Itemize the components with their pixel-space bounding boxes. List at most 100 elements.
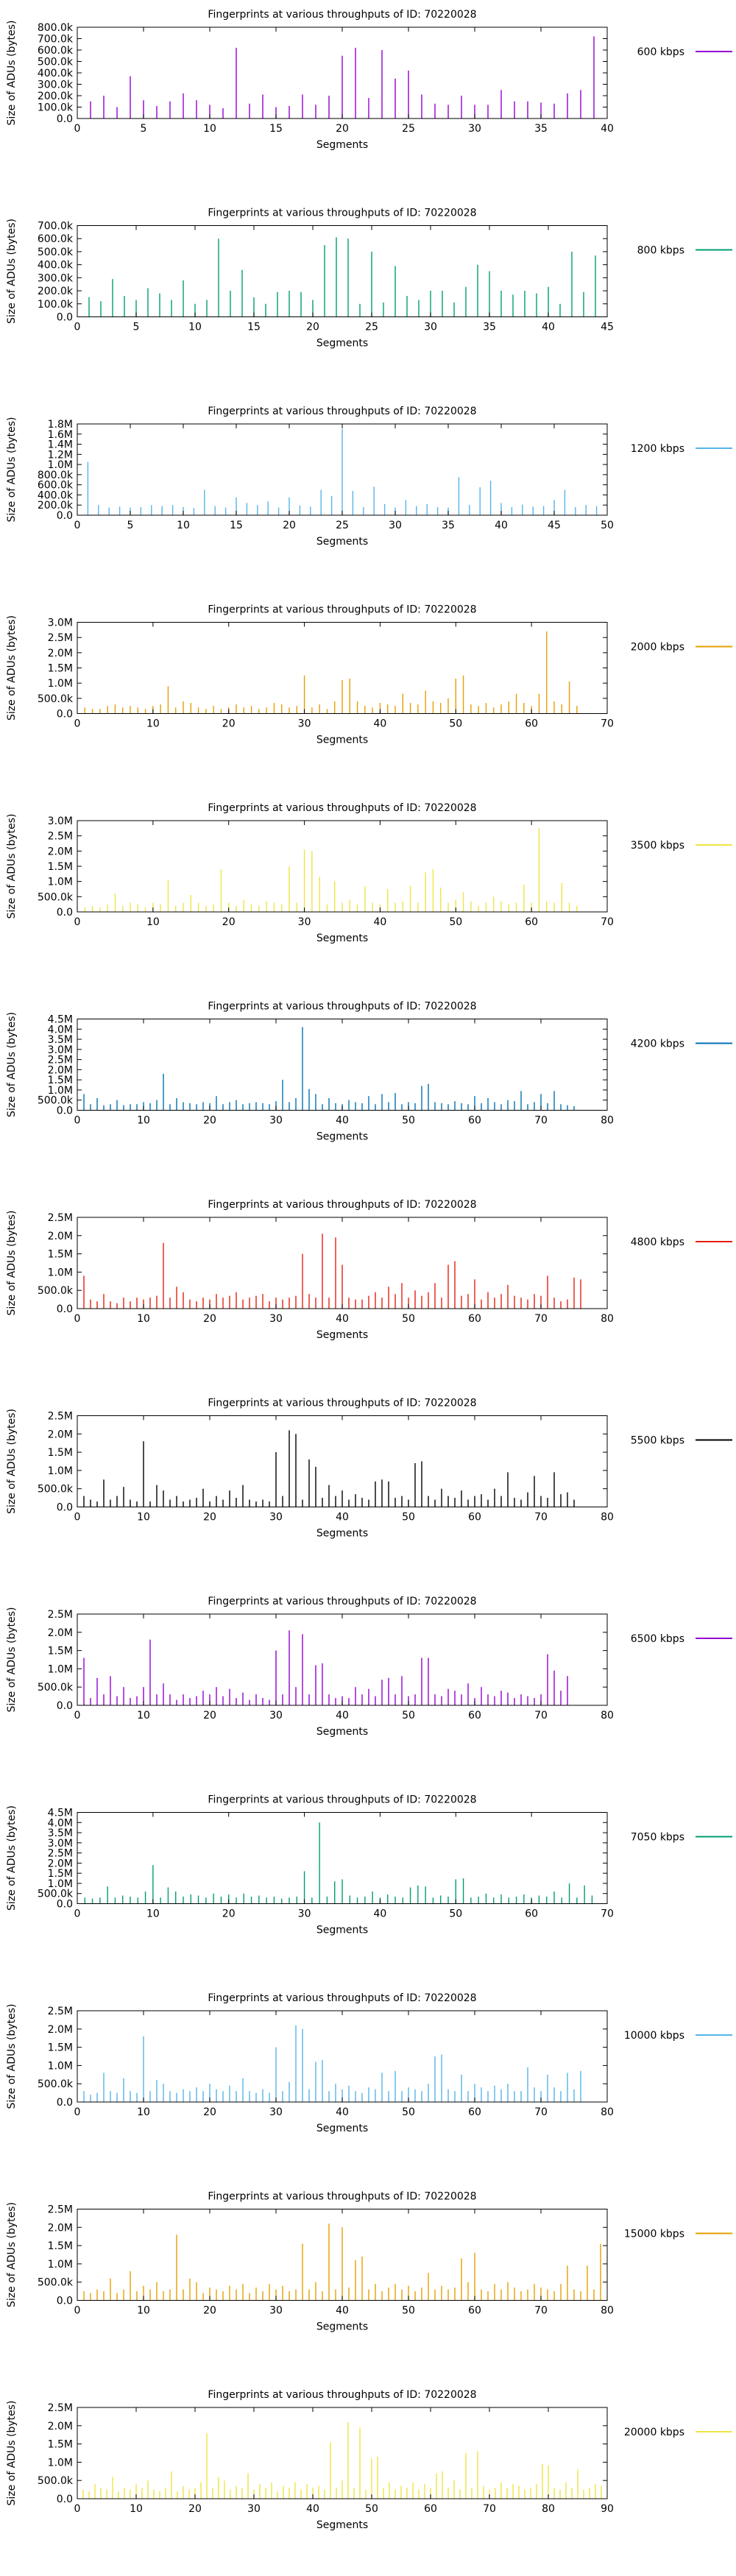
- y-tick-label: 1.0M: [48, 877, 73, 888]
- y-tick-label: 2.5M: [48, 1055, 73, 1066]
- chart-panel: Fingerprints at various throughputs of I…: [6, 1992, 732, 2134]
- x-tick-label: 20: [203, 2106, 216, 2118]
- y-tick-label: 500.0k: [38, 693, 74, 705]
- y-tick-label: 4.5M: [48, 1014, 73, 1026]
- x-tick-label: 60: [468, 2106, 481, 2118]
- y-tick-label: 2.5M: [48, 1411, 73, 1423]
- plot-frame: [77, 2407, 608, 2499]
- y-axis-label: Size of ADUs (bytes): [6, 615, 18, 721]
- y-tick-label: 2.5M: [48, 1848, 73, 1860]
- x-axis-label: Segments: [316, 1528, 368, 1540]
- x-tick-label: 30: [298, 916, 311, 928]
- x-axis-label: Segments: [316, 735, 368, 746]
- y-tick-label: 0.0: [57, 1899, 73, 1911]
- x-tick-label: 50: [402, 2305, 415, 2317]
- x-axis-label: Segments: [316, 1726, 368, 1738]
- x-tick-label: 0: [74, 2106, 81, 2118]
- chart-title: Fingerprints at various throughputs of I…: [208, 1794, 476, 1806]
- x-axis-label: Segments: [316, 139, 368, 151]
- y-tick-label: 1.0M: [48, 1085, 73, 1097]
- y-tick-label: 1.5M: [48, 2240, 73, 2252]
- y-tick-label: 500.0k: [38, 247, 74, 258]
- y-tick-label: 3.0M: [48, 815, 73, 827]
- y-tick-label: 500.0k: [38, 1285, 74, 1297]
- chart-panel: Fingerprints at various throughputs of I…: [6, 802, 732, 944]
- chart-title: Fingerprints at various throughputs of I…: [208, 406, 476, 417]
- x-tick-label: 10: [137, 1313, 150, 1325]
- x-tick-label: 10: [203, 123, 216, 135]
- y-tick-label: 100.0k: [38, 102, 74, 114]
- y-tick-label: 2.0M: [48, 1627, 73, 1639]
- x-tick-label: 40: [374, 1908, 387, 1920]
- y-tick-label: 3.5M: [48, 1827, 73, 1839]
- y-tick-label: 1.5M: [48, 1646, 73, 1657]
- x-tick-label: 0: [74, 1512, 81, 1524]
- y-tick-label: 1.0M: [48, 678, 73, 690]
- x-axis-label: Segments: [316, 2519, 368, 2531]
- x-tick-label: 70: [534, 2106, 548, 2118]
- y-axis-label: Size of ADUs (bytes): [6, 2401, 18, 2506]
- x-tick-label: 50: [402, 1512, 415, 1524]
- chart-title: Fingerprints at various throughputs of I…: [208, 1398, 476, 1409]
- y-tick-label: 0.0: [57, 1105, 73, 1117]
- y-tick-label: 400.0k: [38, 489, 74, 501]
- y-tick-label: 2.5M: [48, 2204, 73, 2216]
- x-tick-label: 20: [306, 322, 319, 333]
- y-tick-label: 300.0k: [38, 79, 74, 91]
- x-tick-label: 60: [424, 2503, 437, 2515]
- x-tick-label: 70: [534, 1115, 548, 1127]
- x-tick-label: 0: [74, 2503, 81, 2515]
- y-tick-label: 800.0k: [38, 22, 74, 34]
- y-tick-label: 700.0k: [38, 34, 74, 46]
- x-tick-label: 30: [269, 1115, 283, 1127]
- x-tick-label: 60: [468, 1313, 481, 1325]
- x-tick-label: 60: [525, 916, 538, 928]
- x-tick-label: 40: [336, 1115, 349, 1127]
- x-tick-label: 20: [283, 520, 296, 531]
- plot-frame: [77, 1812, 608, 1904]
- x-tick-label: 10: [137, 2106, 150, 2118]
- x-tick-label: 50: [402, 2106, 415, 2118]
- x-tick-label: 30: [269, 2106, 283, 2118]
- plot-frame: [77, 1613, 608, 1706]
- x-tick-label: 0: [74, 1908, 81, 1920]
- y-tick-label: 3.0M: [48, 1044, 73, 1056]
- y-tick-label: 0.0: [57, 113, 73, 125]
- x-tick-label: 60: [468, 2305, 481, 2317]
- x-tick-label: 40: [336, 1512, 349, 1524]
- y-tick-label: 0.0: [57, 1700, 73, 1712]
- x-axis-label: Segments: [316, 2321, 368, 2333]
- x-tick-label: 20: [203, 1115, 216, 1127]
- x-tick-label: 0: [74, 1115, 81, 1127]
- x-axis-label: Segments: [316, 2123, 368, 2134]
- x-tick-label: 40: [306, 2503, 319, 2515]
- y-tick-label: 1.8M: [48, 419, 73, 431]
- x-tick-label: 40: [336, 1710, 349, 1722]
- y-tick-label: 4.0M: [48, 1817, 73, 1829]
- x-tick-label: 40: [374, 916, 387, 928]
- x-tick-label: 10: [137, 1512, 150, 1524]
- legend-label: 1200 kbps: [631, 443, 684, 455]
- legend-label: 7050 kbps: [631, 1832, 684, 1844]
- x-tick-label: 40: [542, 322, 555, 333]
- x-tick-label: 10: [188, 322, 202, 333]
- x-axis-label: Segments: [316, 1131, 368, 1143]
- x-tick-label: 50: [402, 1710, 415, 1722]
- x-tick-label: 0: [74, 2305, 81, 2317]
- x-tick-label: 70: [534, 1313, 548, 1325]
- y-tick-label: 200.0k: [38, 500, 74, 512]
- y-tick-label: 3.0M: [48, 1838, 73, 1850]
- x-tick-label: 40: [336, 2305, 349, 2317]
- x-tick-label: 60: [468, 1710, 481, 1722]
- y-tick-label: 0.0: [57, 2296, 73, 2307]
- x-axis-label: Segments: [316, 1925, 368, 1936]
- y-tick-label: 100.0k: [38, 299, 74, 311]
- legend-label: 4200 kbps: [631, 1038, 684, 1050]
- x-tick-label: 80: [601, 1115, 614, 1127]
- legend-label: 20000 kbps: [624, 2427, 684, 2438]
- y-tick-label: 4.5M: [48, 1808, 73, 1819]
- x-tick-label: 0: [74, 718, 81, 730]
- y-tick-label: 0.0: [57, 709, 73, 721]
- x-tick-label: 80: [601, 1710, 614, 1722]
